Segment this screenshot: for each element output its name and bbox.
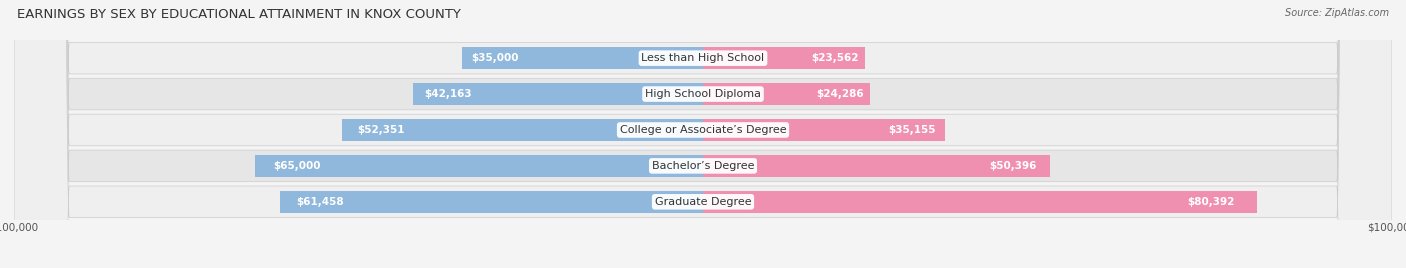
- Bar: [254, 155, 703, 177]
- Text: $80,392: $80,392: [1187, 197, 1234, 207]
- Text: $23,562: $23,562: [811, 53, 859, 63]
- Text: Less than High School: Less than High School: [641, 53, 765, 63]
- Text: EARNINGS BY SEX BY EDUCATIONAL ATTAINMENT IN KNOX COUNTY: EARNINGS BY SEX BY EDUCATIONAL ATTAINMEN…: [17, 8, 461, 21]
- Bar: [703, 83, 870, 105]
- Text: $65,000: $65,000: [273, 161, 321, 171]
- Text: $52,351: $52,351: [357, 125, 405, 135]
- Text: Graduate Degree: Graduate Degree: [655, 197, 751, 207]
- Text: $50,396: $50,396: [988, 161, 1036, 171]
- Bar: [703, 191, 1257, 213]
- Text: $24,286: $24,286: [815, 89, 863, 99]
- Bar: [703, 155, 1050, 177]
- Bar: [412, 83, 703, 105]
- FancyBboxPatch shape: [14, 0, 1392, 268]
- FancyBboxPatch shape: [14, 0, 1392, 268]
- Bar: [703, 119, 945, 141]
- Bar: [342, 119, 703, 141]
- Text: $35,155: $35,155: [889, 125, 935, 135]
- Text: $35,000: $35,000: [471, 53, 519, 63]
- Text: High School Diploma: High School Diploma: [645, 89, 761, 99]
- FancyBboxPatch shape: [14, 0, 1392, 268]
- Bar: [280, 191, 703, 213]
- Text: Source: ZipAtlas.com: Source: ZipAtlas.com: [1285, 8, 1389, 18]
- Text: Bachelor’s Degree: Bachelor’s Degree: [652, 161, 754, 171]
- Text: $61,458: $61,458: [297, 197, 344, 207]
- Text: $42,163: $42,163: [425, 89, 472, 99]
- Bar: [461, 47, 703, 69]
- Bar: [703, 47, 865, 69]
- FancyBboxPatch shape: [14, 0, 1392, 268]
- Text: College or Associate’s Degree: College or Associate’s Degree: [620, 125, 786, 135]
- FancyBboxPatch shape: [14, 0, 1392, 268]
